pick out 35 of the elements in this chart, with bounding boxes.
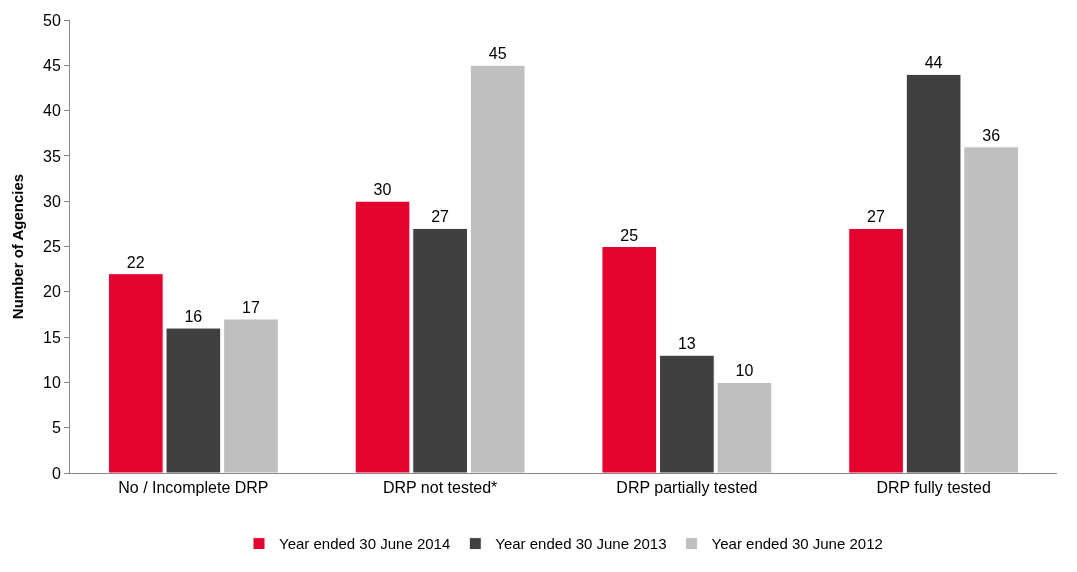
y-tick-label: 0: [51, 464, 61, 482]
legend-label: Year ended 30 June 2012: [711, 535, 883, 553]
y-tick-label: 30: [43, 192, 61, 210]
data-label: 17: [242, 298, 260, 316]
y-tick-label: 20: [43, 283, 61, 301]
x-tick-label: DRP partially tested: [616, 479, 758, 497]
bar: [848, 227, 904, 473]
data-label: 10: [735, 362, 754, 380]
y-tick-label: 50: [43, 11, 61, 29]
legend-label: Year ended 30 June 2014: [279, 535, 451, 553]
data-label: 22: [126, 253, 145, 271]
y-tick-label: 15: [43, 328, 61, 346]
x-tick-label: No / Incomplete DRP: [118, 479, 269, 497]
legend-label: Year ended 30 June 2013: [495, 535, 667, 553]
bar: [601, 246, 658, 473]
y-axis-title: Number of Agencies: [9, 173, 27, 320]
y-tick-label: 45: [43, 56, 61, 74]
y-tick-label: 40: [43, 102, 61, 120]
data-label: 36: [982, 126, 1001, 144]
data-label: 45: [488, 45, 507, 63]
data-label: 27: [431, 208, 450, 226]
y-tick-label: 25: [43, 238, 61, 256]
bar: [223, 318, 279, 473]
data-label: 30: [373, 181, 392, 199]
y-tick-label: 10: [43, 374, 61, 391]
x-tick-label: DRP not tested*: [382, 479, 498, 497]
y-tick-label: 5: [51, 419, 61, 437]
data-label: 27: [867, 208, 885, 226]
data-label: 16: [184, 308, 203, 326]
data-label: 44: [924, 54, 943, 72]
bar: [469, 64, 526, 473]
data-label: 13: [677, 335, 696, 353]
y-tick-label: 35: [43, 147, 61, 165]
data-label: 25: [620, 226, 639, 244]
x-tick-label: DRP fully tested: [876, 479, 991, 497]
